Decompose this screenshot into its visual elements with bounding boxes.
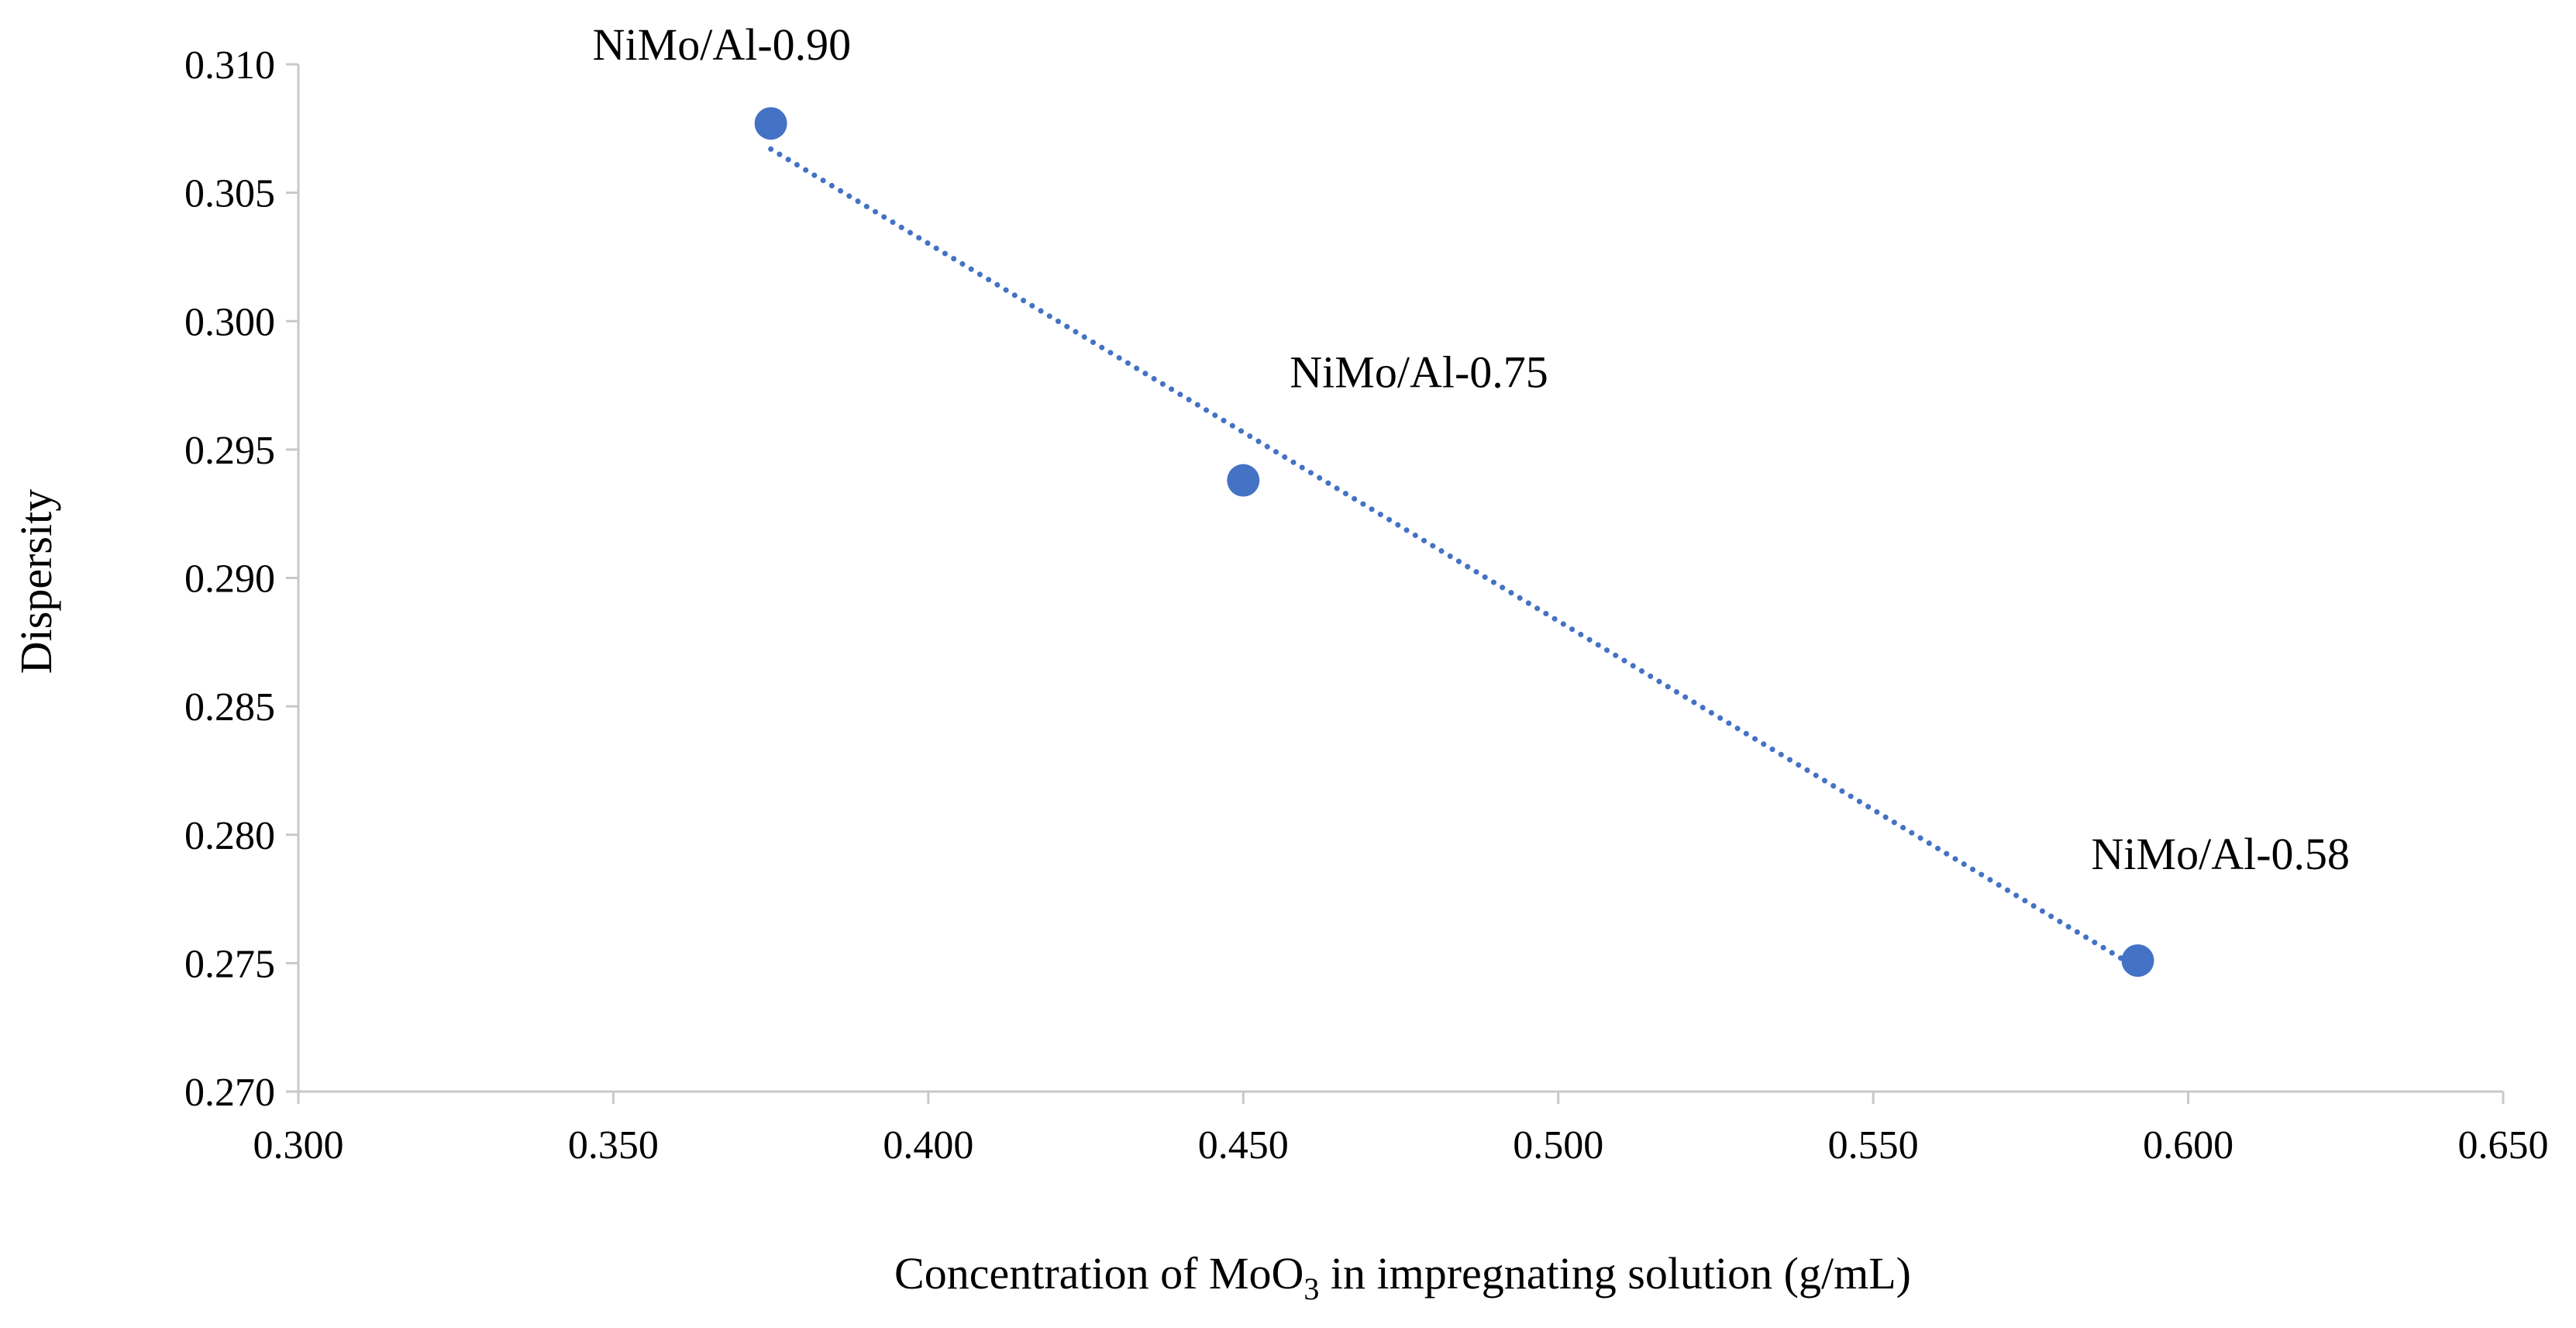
trendline [768, 146, 2141, 971]
y-tick-label: 0.300 [184, 300, 275, 344]
y-axis-title: Dispersity [11, 489, 61, 674]
y-tick-label: 0.310 [184, 43, 275, 88]
axes [297, 64, 2503, 1093]
x-tick-label: 0.400 [883, 1123, 973, 1168]
x-axis-title-part-2: in impregnating solution (g/mL) [1319, 1248, 1911, 1299]
data-label: NiMo/Al-0.58 [2092, 829, 2350, 879]
x-tick-label: 0.600 [2143, 1123, 2233, 1168]
y-tick-label: 0.270 [184, 1071, 275, 1115]
x-tick-label: 0.650 [2458, 1123, 2549, 1168]
x-tick-label: 0.350 [568, 1123, 659, 1168]
data-label: NiMo/Al-0.75 [1290, 347, 1548, 398]
x-axis-title-part-1: Concentration of MoO [894, 1248, 1303, 1299]
x-tick-label: 0.550 [1828, 1123, 1919, 1168]
x-axis-title: Concentration of MoO3 in impregnating so… [894, 1248, 1911, 1306]
x-ticks: 0.300 0.350 0.400 0.450 0.500 0.550 0.600 0.650 [253, 1092, 2549, 1168]
y-tick-label: 0.305 [184, 172, 275, 216]
y-ticks: 0.270 0.275 0.280 0.285 0.290 0.295 0.300 0.305… [184, 43, 298, 1115]
point-labels: NiMo/Al-0.90 NiMo/Al-0.75 NiMo/Al-0.58 [593, 19, 2350, 879]
y-tick-label: 0.290 [184, 557, 275, 602]
data-point [1227, 464, 1260, 497]
data-point [754, 107, 787, 140]
data-point [2121, 944, 2154, 978]
y-tick-label: 0.280 [184, 814, 275, 858]
y-tick-label: 0.285 [184, 685, 275, 730]
data-points [754, 107, 2154, 978]
x-tick-label: 0.450 [1198, 1123, 1289, 1168]
y-tick-label: 0.275 [184, 942, 275, 986]
x-tick-label: 0.500 [1513, 1123, 1603, 1168]
x-axis-title-subscript: 3 [1303, 1271, 1319, 1306]
data-label: NiMo/Al-0.90 [593, 19, 851, 70]
y-tick-label: 0.295 [184, 429, 275, 473]
trendline-group [768, 146, 2141, 971]
x-tick-label: 0.300 [253, 1123, 344, 1168]
